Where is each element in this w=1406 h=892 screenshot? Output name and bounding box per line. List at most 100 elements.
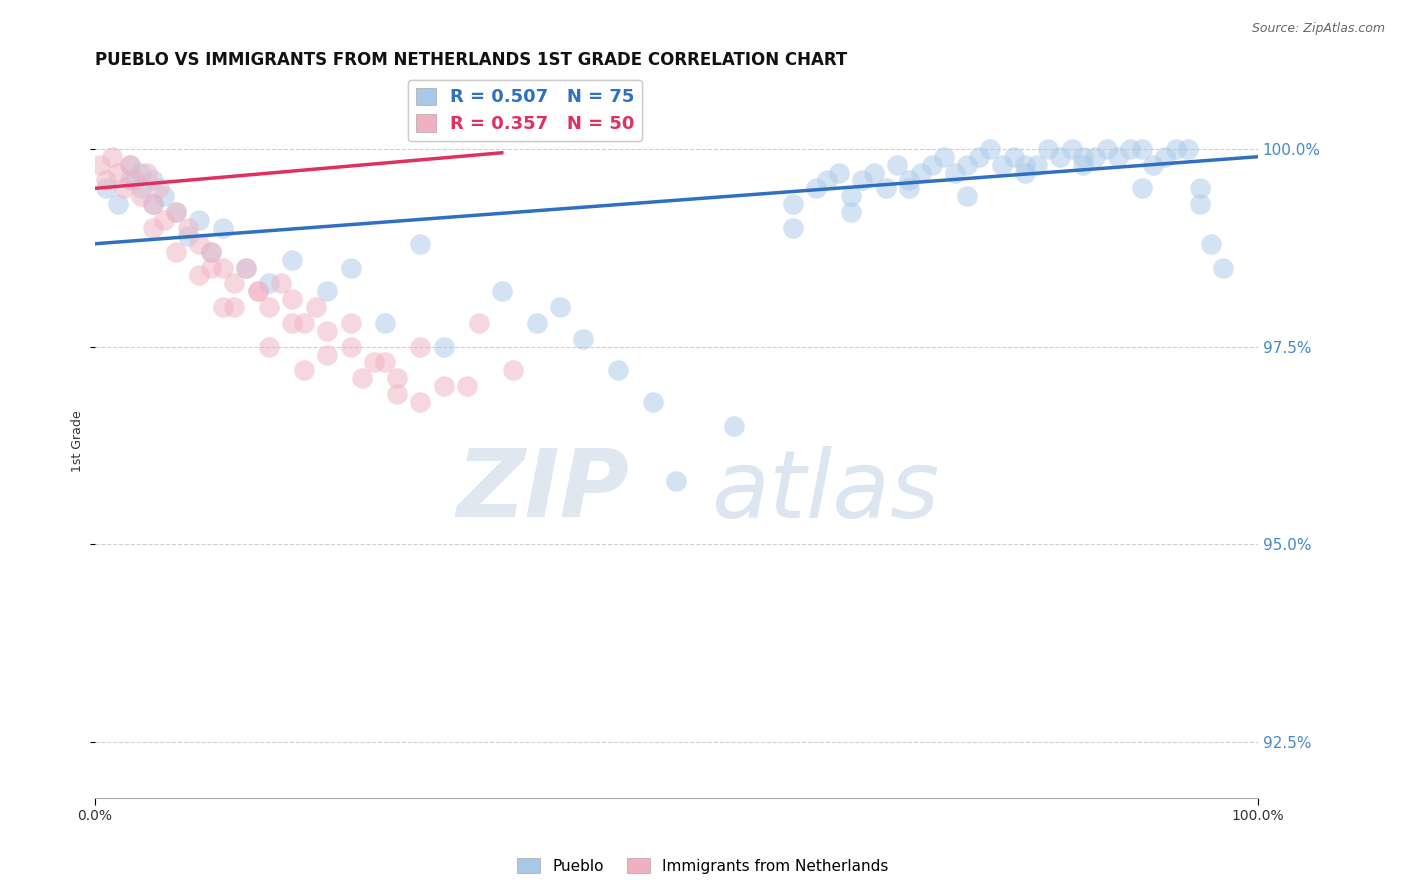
Point — [502, 363, 524, 377]
Point — [863, 165, 886, 179]
Point — [281, 292, 304, 306]
Point — [211, 221, 233, 235]
Legend: R = 0.507   N = 75, R = 0.357   N = 50: R = 0.507 N = 75, R = 0.357 N = 50 — [408, 79, 643, 141]
Point — [200, 260, 222, 275]
Point — [374, 316, 396, 330]
Point — [118, 173, 141, 187]
Point — [1142, 158, 1164, 172]
Point — [200, 244, 222, 259]
Point — [136, 165, 159, 179]
Point — [107, 165, 129, 179]
Point — [292, 363, 315, 377]
Point — [409, 340, 432, 354]
Point — [257, 300, 280, 314]
Point — [270, 277, 292, 291]
Point — [305, 300, 328, 314]
Point — [112, 181, 135, 195]
Point — [1073, 158, 1095, 172]
Point — [1201, 236, 1223, 251]
Point — [96, 181, 118, 195]
Point — [886, 158, 908, 172]
Point — [1188, 197, 1211, 211]
Text: PUEBLO VS IMMIGRANTS FROM NETHERLANDS 1ST GRADE CORRELATION CHART: PUEBLO VS IMMIGRANTS FROM NETHERLANDS 1S… — [94, 51, 846, 69]
Point — [129, 165, 152, 179]
Point — [142, 221, 165, 235]
Point — [316, 347, 339, 361]
Point — [281, 252, 304, 267]
Point — [433, 379, 456, 393]
Point — [607, 363, 630, 377]
Point — [1038, 142, 1060, 156]
Point — [224, 300, 246, 314]
Point — [851, 173, 873, 187]
Point — [897, 173, 920, 187]
Point — [281, 316, 304, 330]
Point — [875, 181, 897, 195]
Point — [1014, 158, 1036, 172]
Point — [1166, 142, 1188, 156]
Point — [129, 181, 152, 195]
Point — [804, 181, 827, 195]
Point — [129, 189, 152, 203]
Point — [409, 395, 432, 409]
Point — [316, 324, 339, 338]
Point — [910, 165, 932, 179]
Point — [101, 150, 124, 164]
Point — [1188, 181, 1211, 195]
Point — [385, 387, 408, 401]
Point — [897, 181, 920, 195]
Point — [967, 150, 990, 164]
Point — [1130, 142, 1153, 156]
Point — [1025, 158, 1047, 172]
Point — [456, 379, 478, 393]
Point — [257, 277, 280, 291]
Point — [932, 150, 955, 164]
Point — [385, 371, 408, 385]
Point — [782, 197, 804, 211]
Point — [548, 300, 571, 314]
Point — [921, 158, 943, 172]
Point — [124, 173, 146, 187]
Point — [292, 316, 315, 330]
Point — [246, 285, 269, 299]
Point — [107, 197, 129, 211]
Point — [956, 158, 979, 172]
Point — [339, 260, 361, 275]
Point — [839, 189, 862, 203]
Point — [991, 158, 1014, 172]
Point — [956, 189, 979, 203]
Point — [363, 355, 385, 369]
Point — [188, 268, 211, 283]
Point — [165, 205, 187, 219]
Point — [572, 332, 595, 346]
Point — [1153, 150, 1175, 164]
Point — [1212, 260, 1234, 275]
Point — [467, 316, 489, 330]
Point — [96, 173, 118, 187]
Point — [316, 285, 339, 299]
Point — [339, 316, 361, 330]
Point — [142, 197, 165, 211]
Point — [188, 236, 211, 251]
Point — [165, 244, 187, 259]
Point — [1107, 150, 1129, 164]
Point — [828, 165, 851, 179]
Point — [1049, 150, 1071, 164]
Point — [118, 158, 141, 172]
Point — [153, 213, 176, 227]
Point — [211, 300, 233, 314]
Text: atlas: atlas — [711, 446, 939, 537]
Point — [945, 165, 967, 179]
Point — [246, 285, 269, 299]
Point — [979, 142, 1001, 156]
Point — [1073, 150, 1095, 164]
Point — [1060, 142, 1083, 156]
Point — [1177, 142, 1199, 156]
Point — [409, 236, 432, 251]
Point — [1002, 150, 1025, 164]
Point — [641, 395, 664, 409]
Point — [188, 213, 211, 227]
Text: Source: ZipAtlas.com: Source: ZipAtlas.com — [1251, 22, 1385, 36]
Point — [433, 340, 456, 354]
Point — [177, 221, 200, 235]
